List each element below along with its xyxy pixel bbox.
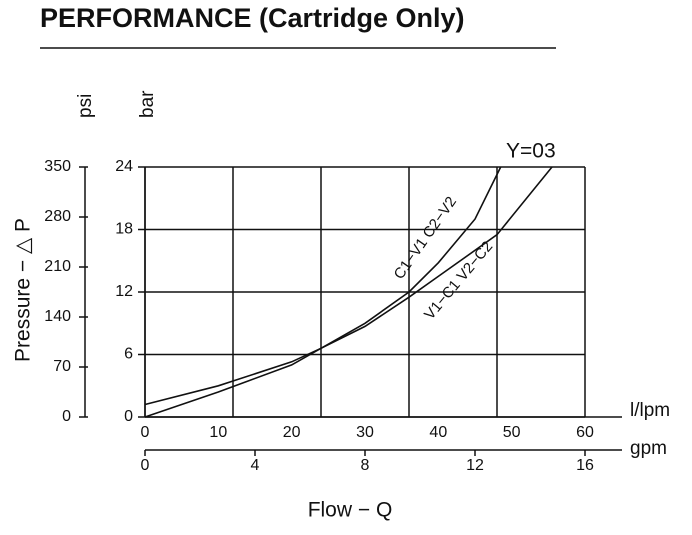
x2-tick-label: 12	[466, 457, 484, 474]
annotation: Y=03	[506, 140, 556, 163]
x-unit: l/lpm	[630, 400, 670, 421]
y-tick-label: 0	[124, 408, 133, 425]
y-unit: bar	[137, 90, 158, 118]
x-tick-label: 0	[141, 424, 150, 441]
curve	[144, 166, 553, 418]
x2-tick-label: 8	[361, 457, 370, 474]
y2-tick-label: 70	[53, 358, 71, 375]
x2-tick-label: 0	[141, 457, 150, 474]
x-tick-label: 30	[356, 424, 374, 441]
y2-tick-label: 0	[62, 408, 71, 425]
y-tick-label: 12	[115, 283, 133, 300]
x-tick-label: 10	[209, 424, 227, 441]
x-tick-label: 50	[503, 424, 521, 441]
x-tick-label: 60	[576, 424, 594, 441]
chart-title: PERFORMANCE (Cartridge Only)	[40, 3, 465, 33]
y2-tick-label: 210	[44, 258, 71, 275]
y2-unit: psi	[75, 94, 96, 118]
y2-tick-label: 140	[44, 308, 71, 325]
y2-tick-label: 350	[44, 158, 71, 175]
y-tick-label: 18	[115, 221, 133, 238]
x-tick-label: 40	[429, 424, 447, 441]
y-axis-label: Pressure − △ P	[12, 218, 35, 362]
y-tick-label: 6	[124, 346, 133, 363]
x2-tick-label: 16	[576, 457, 594, 474]
x-axis-label: Flow − Q	[308, 499, 393, 522]
x2-unit: gpm	[630, 438, 667, 459]
curve	[144, 166, 502, 406]
x2-tick-label: 4	[251, 457, 260, 474]
y2-tick-label: 280	[44, 208, 71, 225]
y-tick-label: 24	[115, 158, 133, 175]
x-tick-label: 20	[283, 424, 301, 441]
